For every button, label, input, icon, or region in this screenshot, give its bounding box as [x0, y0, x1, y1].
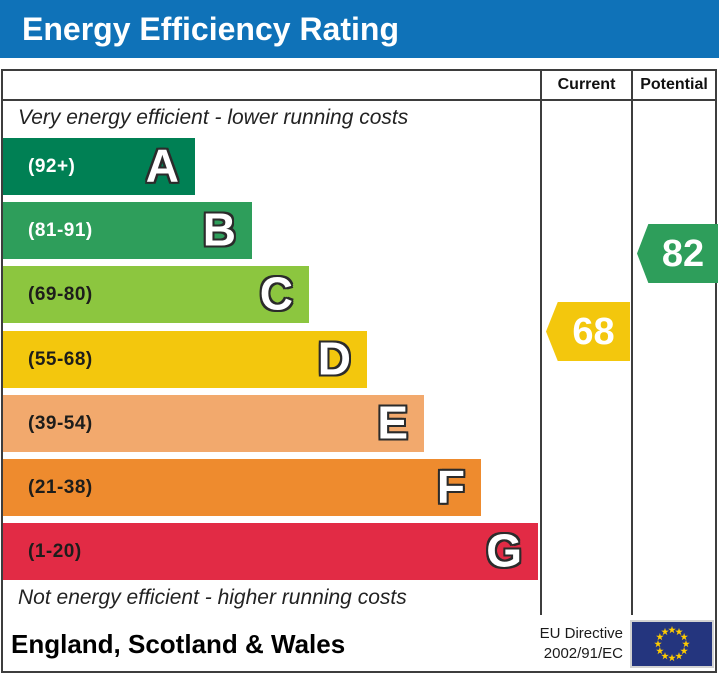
- band-row-d: (55-68) D: [3, 331, 367, 388]
- band-range-label: (92+): [28, 155, 76, 177]
- band-row-a: (92+) A: [3, 138, 195, 195]
- region-label: England, Scotland & Wales: [11, 628, 346, 659]
- band-row-g: (1-20) G: [3, 523, 538, 580]
- potential-rating-value: 82: [661, 232, 705, 275]
- potential-rating-arrow: 82: [637, 224, 718, 283]
- header-bottom-border: [3, 99, 715, 101]
- eu-directive-label: EU Directive 2002/91/EC: [540, 624, 623, 664]
- current-rating-value: 68: [572, 310, 615, 353]
- band-letter: D: [317, 332, 351, 385]
- band-letter: G: [486, 524, 522, 577]
- band-range-label: (21-38): [28, 476, 93, 498]
- page-title: Energy Efficiency Rating: [22, 10, 399, 47]
- band-row-b: (81-91) B: [3, 202, 252, 259]
- potential-column-divider: [631, 71, 633, 615]
- band-letter: A: [145, 139, 179, 192]
- current-rating-arrow: 68: [546, 302, 630, 361]
- band-chart-area: Very energy efficient - lower running co…: [3, 101, 540, 615]
- eu-flag-icon: [630, 620, 714, 668]
- column-header-potential: Potential: [640, 76, 708, 93]
- rating-table: Current Potential Very energy efficient …: [1, 69, 718, 673]
- band-row-c: (69-80) C: [3, 266, 309, 323]
- band-row-e: (39-54) E: [3, 395, 424, 452]
- top-scale-note: Very energy efficient - lower running co…: [18, 106, 409, 129]
- band-range-label: (39-54): [28, 412, 93, 434]
- band-letter: E: [377, 396, 408, 449]
- title-bar: Energy Efficiency Rating: [0, 0, 719, 58]
- band-range-label: (81-91): [28, 219, 93, 241]
- band-range-label: (55-68): [28, 348, 93, 370]
- eu-directive-line1: EU Directive: [539, 625, 623, 643]
- band-letter: F: [436, 460, 465, 513]
- column-header-current: Current: [557, 76, 616, 93]
- footer-bar: England, Scotland & Wales EU Directive 2…: [3, 617, 715, 671]
- band-row-f: (21-38) F: [3, 459, 481, 516]
- rating-table-inner: Current Potential Very energy efficient …: [3, 71, 718, 671]
- band-range-label: (1-20): [28, 540, 82, 562]
- band-range-label: (69-80): [28, 283, 93, 305]
- footer-right-group: EU Directive 2002/91/EC: [540, 620, 715, 668]
- bottom-scale-note: Not energy efficient - higher running co…: [18, 586, 407, 609]
- band-letter: C: [259, 267, 293, 320]
- eu-directive-line2: 2002/91/EC: [543, 645, 623, 662]
- current-column-divider: [540, 71, 542, 615]
- band-letter: B: [202, 203, 236, 256]
